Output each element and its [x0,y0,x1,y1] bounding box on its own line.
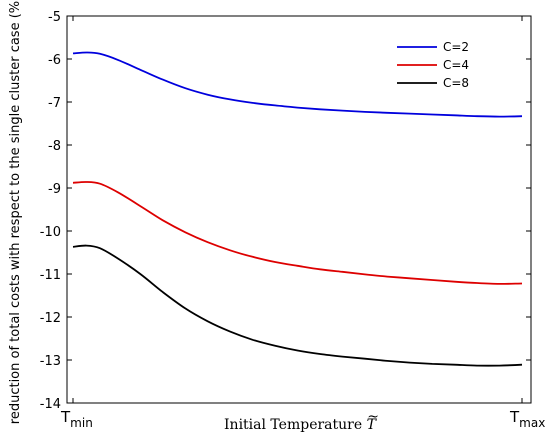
legend: C=2 C=4 C=8 [397,40,469,90]
y-tick-label: -6 [48,53,61,68]
y-tick-label: -8 [48,139,61,154]
x-axis-label-symbol: T [367,417,378,433]
x-axis-label-text: Initial Temperature [224,417,362,433]
y-axis-ticks: -14 -13 -12 -11 -10 -9 -8 -7 -6 -5 [40,10,531,412]
x-axis-label-accent: ~ [367,409,379,425]
y-tick-label: -13 [40,354,61,369]
legend-label: C=8 [443,76,469,90]
x-axis-label: Initial Temperature T [224,417,378,433]
series-line-c-8 [72,244,523,367]
y-axis-label: reduction of total costs with respect to… [8,0,23,424]
x-tick-label: Tmin [60,408,93,430]
y-tick-label: -5 [48,10,61,25]
x-axis-ticks: Tmin Tmax [60,16,545,430]
series-line-c-2 [72,51,523,118]
y-tick-label: -12 [40,311,61,326]
series-lines [72,51,523,367]
y-tick-label: -7 [48,96,61,111]
plot-area [66,15,532,404]
series-line-c-4 [72,181,523,285]
y-tick-label: -9 [48,182,61,197]
legend-label: C=4 [443,58,469,72]
x-tick-label: Tmax [509,408,545,430]
y-tick-label: -11 [40,268,61,283]
legend-label: C=2 [443,40,469,54]
y-tick-label: -14 [40,397,61,412]
y-tick-label: -10 [40,225,61,240]
